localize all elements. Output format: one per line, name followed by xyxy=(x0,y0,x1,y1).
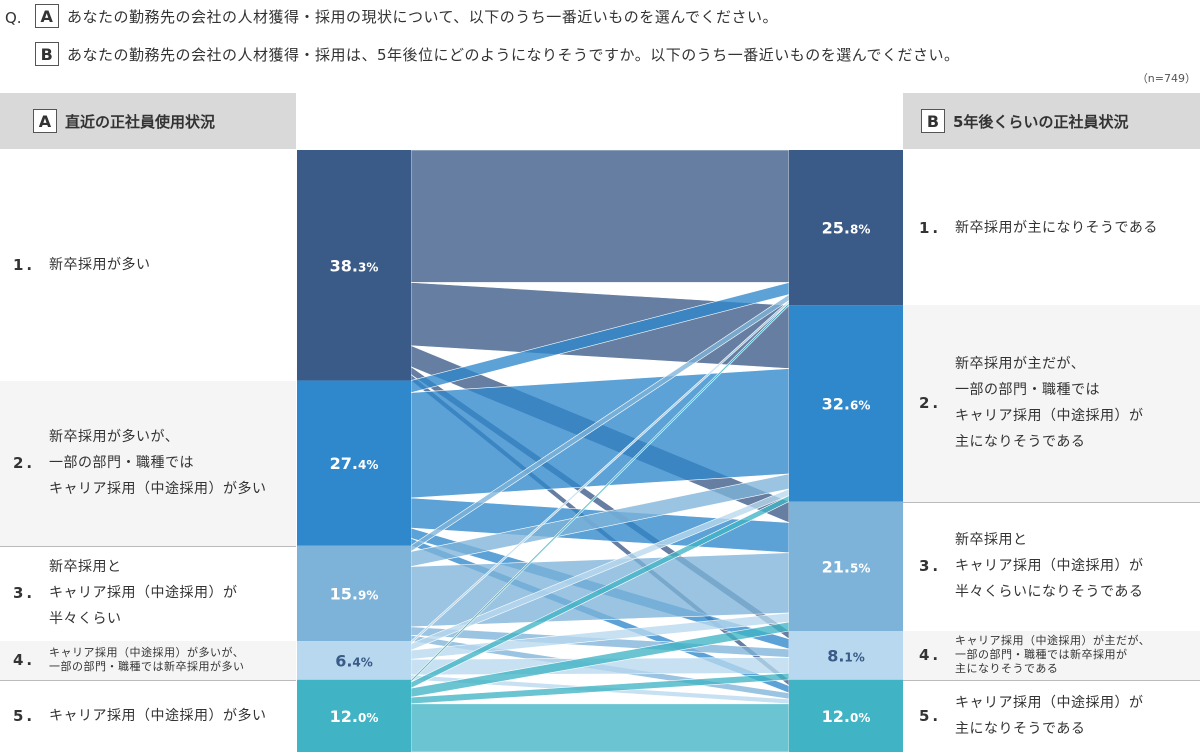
left-node-bar-1 xyxy=(297,150,411,381)
question-b-text: あなたの勤務先の会社の人材獲得・採用は、5年後位にどのようになりそうですか。以下… xyxy=(67,45,960,64)
flow-band xyxy=(410,282,790,369)
left-node-value-1: 38.3% xyxy=(330,256,379,275)
question-a-text: あなたの勤務先の会社の人材獲得・採用の現状について、以下のうち一番近いものを選ん… xyxy=(67,7,779,26)
right-node-value-3: 21.5% xyxy=(822,557,871,576)
right-node-value-2: 32.6% xyxy=(822,394,871,413)
left-node-value-3: 15.9% xyxy=(330,584,379,603)
row-divider xyxy=(903,501,1200,503)
left-category-number: 4. xyxy=(13,651,36,670)
right-category-number: 5. xyxy=(919,706,942,725)
left-node-bar-4 xyxy=(297,641,411,680)
right-category-number: 4. xyxy=(919,646,942,665)
right-category-label: キャリア採用（中途採用）が 主になりそうである xyxy=(955,694,1144,737)
sankey-flows xyxy=(410,149,790,752)
right-header-title: 5年後くらいの正社員状況 xyxy=(953,112,1129,131)
row-divider xyxy=(903,679,1200,681)
right-category-label: キャリア採用（中途採用）が主だが、 一部の部門・職種では新卒採用が 主になりそう… xyxy=(955,634,1151,676)
question-b-letter: B xyxy=(35,42,59,66)
left-category-3: 3. 新卒採用と キャリア採用（中途採用）が 半々くらい xyxy=(0,546,296,642)
left-node-bar-5 xyxy=(297,679,411,752)
row-divider xyxy=(0,679,296,681)
question-area: Q. A あなたの勤務先の会社の人材獲得・採用の現状について、以下のうち一番近い… xyxy=(0,0,1200,92)
right-category-number: 3. xyxy=(919,557,942,576)
right-node-value-1: 25.8% xyxy=(822,219,871,238)
right-category-label: 新卒採用が主だが、 一部の部門・職種では キャリア採用（中途採用）が 主になりそ… xyxy=(955,356,1144,451)
left-category-5: 5. キャリア採用（中途採用）が多い xyxy=(0,680,296,752)
left-node-value-5: 12.0% xyxy=(330,707,379,726)
left-category-label: キャリア採用（中途採用）が多い xyxy=(49,707,267,724)
left-category-2: 2. 新卒採用が多いが、 一部の部門・職種では キャリア採用（中途採用）が多い xyxy=(0,380,296,546)
right-category-number: 2. xyxy=(919,394,942,413)
left-category-number: 3. xyxy=(13,584,36,603)
sample-size-note: （n=749） xyxy=(1136,72,1196,85)
right-header-letter: B xyxy=(921,109,945,133)
question-a-letter: A xyxy=(35,4,59,28)
right-node-bar-3 xyxy=(789,501,903,631)
right-category-5: 5. キャリア採用（中途採用）が 主になりそうである xyxy=(903,680,1200,752)
left-category-1: 1. 新卒採用が多い xyxy=(0,150,296,381)
right-category-4: 4. キャリア採用（中途採用）が主だが、 一部の部門・職種では新卒採用が 主になり… xyxy=(903,630,1200,680)
flow-band xyxy=(410,703,790,752)
left-category-number: 5. xyxy=(13,706,36,725)
left-node-value-2: 27.4% xyxy=(330,454,379,473)
left-node-value-4: 6.4% xyxy=(335,651,373,670)
right-category-1: 1. 新卒採用が主になりそうである xyxy=(903,150,1200,305)
left-node-bar-2 xyxy=(297,380,411,546)
right-node-bar-2 xyxy=(789,305,903,502)
flow-band xyxy=(410,149,790,283)
question-b: B あなたの勤務先の会社の人材獲得・採用は、5年後位にどのようになりそうですか。… xyxy=(35,42,960,66)
question-prefix: Q. xyxy=(5,9,22,27)
left-category-4: 4. キャリア採用（中途採用）が多いが、 一部の部門・職種では新卒採用が多い xyxy=(0,641,296,680)
row-divider xyxy=(0,545,296,547)
left-header-letter: A xyxy=(33,109,57,133)
right-category-label: 新卒採用と キャリア採用（中途採用）が 半々くらいになりそうである xyxy=(955,532,1144,601)
left-header: A 直近の正社員使用状況 xyxy=(0,93,296,149)
right-category-2: 2. 新卒採用が主だが、 一部の部門・職種では キャリア採用（中途採用）が 主にな… xyxy=(903,305,1200,502)
right-header: B 5年後くらいの正社員状況 xyxy=(903,93,1200,149)
right-node-value-4: 8.1% xyxy=(827,646,865,665)
left-category-number: 2. xyxy=(13,454,36,473)
left-header-title: 直近の正社員使用状況 xyxy=(65,112,216,131)
right-node-bar-5 xyxy=(789,679,903,752)
left-category-number: 1. xyxy=(13,256,36,275)
left-category-label: 新卒採用が多い xyxy=(49,257,151,274)
left-category-label: 新卒採用が多いが、 一部の部門・職種では キャリア採用（中途採用）が多い xyxy=(49,429,267,498)
left-category-label: キャリア採用（中途採用）が多いが、 一部の部門・職種では新卒採用が多い xyxy=(49,646,245,674)
right-node-bar-4 xyxy=(789,630,903,680)
left-node-bar-3 xyxy=(297,545,411,642)
left-category-label: 新卒採用と キャリア採用（中途採用）が 半々くらい xyxy=(49,559,238,628)
right-category-number: 1. xyxy=(919,218,942,237)
right-category-3: 3. 新卒採用と キャリア採用（中途採用）が 半々くらいになりそうである xyxy=(903,502,1200,631)
right-category-label: 新卒採用が主になりそうである xyxy=(955,219,1158,236)
right-node-bar-1 xyxy=(789,150,903,306)
right-node-value-5: 12.0% xyxy=(822,707,871,726)
question-a: A あなたの勤務先の会社の人材獲得・採用の現状について、以下のうち一番近いものを… xyxy=(35,4,778,28)
